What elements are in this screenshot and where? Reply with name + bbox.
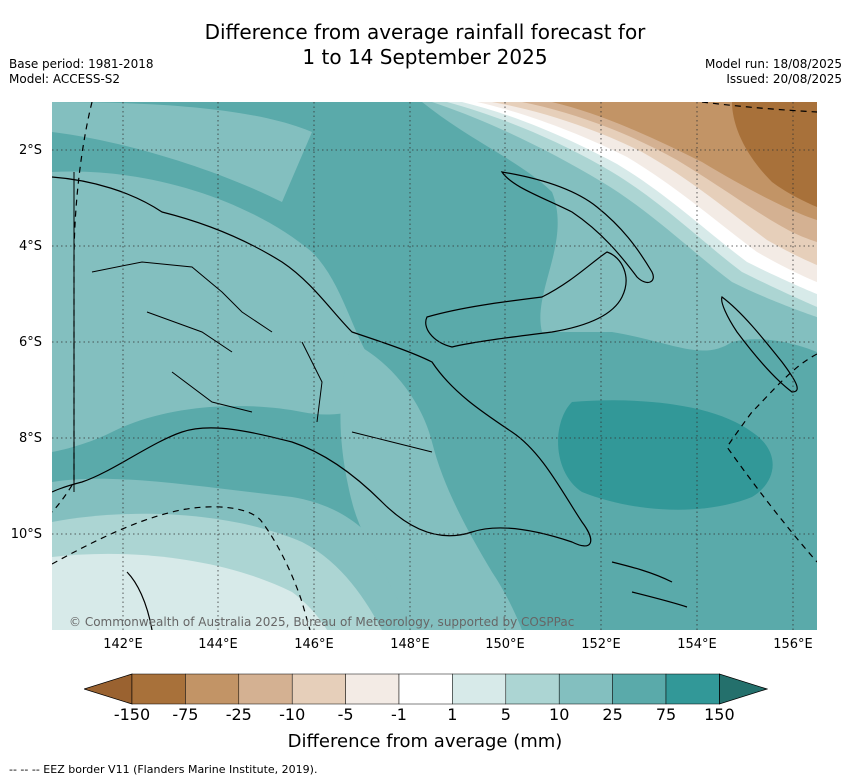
meta-left: Base period: 1981-2018 Model: ACCESS-S2: [9, 57, 154, 87]
lon-label-150e: 150°E: [485, 637, 525, 652]
colorbar-cell: [665, 673, 720, 705]
land-outline-new-britain: [425, 251, 627, 348]
issued-text: Issued: 20/08/2025: [726, 72, 842, 86]
colorbar-tick-label: -5: [337, 705, 354, 724]
shade-lightest-sw: [52, 553, 327, 630]
colorbar-cell: [612, 673, 667, 705]
colorbar-cell: [345, 673, 400, 705]
shade-darkwet-core: [558, 400, 773, 510]
lon-label-146e: 146°E: [294, 637, 334, 652]
colorbar-tick-label: 10: [549, 705, 570, 724]
shade-light-north: [52, 102, 312, 202]
lat-label-10s: 10°S: [10, 527, 42, 542]
model-run-text: Model run: 18/08/2025: [704, 57, 842, 71]
lon-label-142e: 142°E: [103, 637, 143, 652]
colorbar-extend-low: [84, 673, 133, 705]
model-text: Model: ACCESS-S2: [9, 72, 121, 86]
meta-right: Model run: 18/08/2025 Issued: 20/08/2025: [705, 57, 842, 87]
lat-label-4s: 4°S: [18, 239, 42, 254]
province-border-1: [91, 261, 433, 453]
shade-light-central-2: [340, 342, 522, 630]
lon-label-154e: 154°E: [677, 637, 717, 652]
lon-label-152e: 152°E: [581, 637, 621, 652]
land-outline-islands-se: [611, 561, 688, 608]
land-outline-cape-york: [126, 571, 153, 630]
colorbar-cell: [452, 673, 507, 705]
lat-label-2s: 2°S: [18, 143, 42, 158]
colorbar-tick-label: 25: [602, 705, 623, 724]
copyright-text: © Commonwealth of Australia 2025, Bureau…: [69, 615, 575, 629]
shade-dry5-ne: [732, 102, 817, 207]
chart-title: Difference from average rainfall forecas…: [0, 20, 850, 70]
lon-label-144e: 144°E: [198, 637, 238, 652]
lon-label-156e: 156°E: [773, 637, 813, 652]
colorbar-tick-label: 150: [704, 705, 735, 724]
colorbar-tick-label: -1: [391, 705, 407, 724]
eez-footnote: -- -- -- EEZ border V11 (Flanders Marine…: [9, 763, 318, 776]
title-line-1: Difference from average rainfall forecas…: [204, 20, 646, 44]
colorbar-cell: [291, 673, 346, 705]
colorbar-extend-high: [719, 673, 768, 705]
land-outline-new-ireland: [500, 171, 654, 284]
colorbar-tick-label: 1: [447, 705, 458, 724]
eez-border-east: [726, 353, 817, 563]
eez-border-west: [52, 102, 93, 513]
colorbar-cell: [131, 673, 186, 705]
colorbar-cell: [185, 673, 240, 705]
colorbar-cell: [398, 673, 453, 705]
colorbar-tick-label: 5: [500, 705, 511, 724]
title-line-2: 1 to 14 September 2025: [302, 45, 548, 69]
eez-border-ne: [701, 102, 817, 113]
colorbar-title: Difference from average (mm): [287, 731, 563, 752]
land-outline-png-main: [52, 176, 592, 547]
colorbar-tick-label: -75: [172, 705, 199, 724]
lon-label-148e: 148°E: [390, 637, 430, 652]
colorbar-cell: [238, 673, 293, 705]
colorbar: [84, 673, 768, 705]
colorbar-tick-label: -150: [113, 705, 151, 724]
colorbar-tick-label: 75: [655, 705, 677, 724]
colorbar-tick-label: -10: [279, 705, 306, 724]
shade-light-central: [52, 171, 378, 452]
land-outline-bougainville: [721, 296, 798, 393]
colorbar-tick-label: -25: [225, 705, 252, 724]
rainfall-map: [52, 102, 817, 630]
colorbar-cell: [558, 673, 613, 705]
colorbar-cell: [505, 673, 560, 705]
base-period-text: Base period: 1981-2018: [9, 57, 154, 71]
lat-label-8s: 8°S: [18, 431, 42, 446]
lat-label-6s: 6°S: [18, 335, 42, 350]
